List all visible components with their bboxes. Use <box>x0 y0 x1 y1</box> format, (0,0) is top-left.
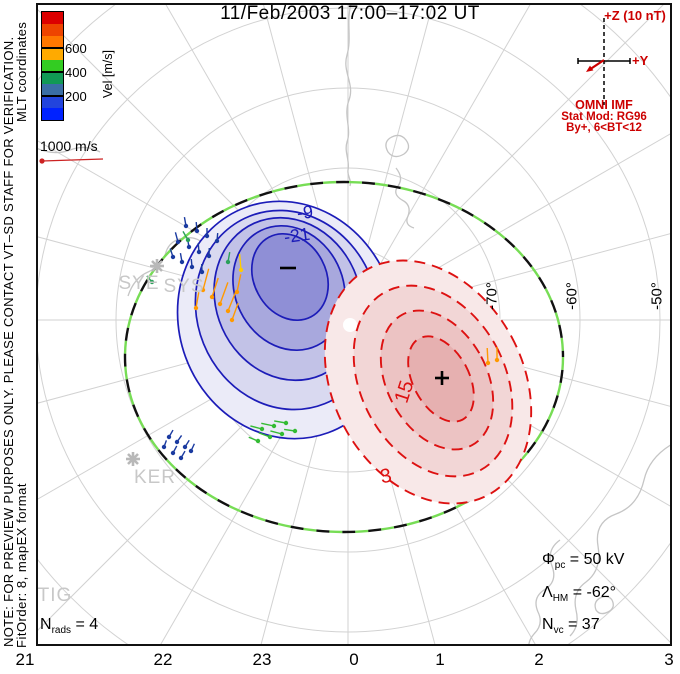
station-label-tig: TIG <box>37 585 73 606</box>
velocity-vectors <box>146 217 500 461</box>
lat-label-70: -70° <box>483 282 501 310</box>
imf-z-axis-label: +Z (10 nT) <box>604 8 666 23</box>
colorbar-segment <box>42 72 63 84</box>
velocity-scale-label: 1000 m/s <box>40 138 98 154</box>
colorbar-divider <box>42 71 63 73</box>
colorbar-segment <box>42 84 63 96</box>
plot-frame <box>36 3 672 646</box>
mlt-label-3: 3 <box>664 650 674 669</box>
imf-conditions-label: By+, 6<BT<12 <box>566 122 642 134</box>
fit-order-note: FitOrder: 8, mapEX format <box>14 483 29 648</box>
potential-maximum-marker <box>435 371 449 385</box>
mlt-label-22: 22 <box>153 650 173 669</box>
mlt-coordinates-note: MLT coordinates <box>14 21 29 122</box>
lat-label-60: -60° <box>563 282 581 310</box>
stat-cross-polar-cap-potential: Φpc = 50 kV <box>542 551 625 572</box>
imf-dial <box>577 18 631 105</box>
imf-vector-arrow <box>586 59 605 72</box>
velocity-colorbar <box>41 11 64 121</box>
positive-potential-cell-contours <box>323 259 533 505</box>
station-label-ker: KER <box>133 467 177 488</box>
colorbar-divider <box>42 47 63 49</box>
lat-label-50: -50° <box>648 282 666 310</box>
magnetic-pole-marker <box>343 318 357 332</box>
negative-potential-cell-contours <box>176 200 398 440</box>
colorbar-segment <box>42 48 63 60</box>
page-title: 11/Feb/2003 17:00–17:02 UT <box>220 3 480 24</box>
mlt-label-23: 23 <box>252 650 272 669</box>
colorbar-tick-600: 600 <box>65 41 87 56</box>
colorbar-divider <box>42 95 63 97</box>
heppner-maynard-boundary <box>123 180 565 534</box>
contour-label-neg-9: -9 <box>295 201 314 224</box>
colorbar-segment <box>42 60 63 72</box>
stat-n-radars: Nrads = 4 <box>40 616 99 637</box>
colorbar-segment <box>42 108 63 120</box>
contour-label-neg-21: -21 <box>282 223 312 248</box>
station-label-sys: SYS <box>163 276 205 297</box>
mlt-label-0: 0 <box>349 650 359 669</box>
radar-station-markers <box>126 259 164 466</box>
colorbar-segment <box>42 12 63 24</box>
velocity-scale-arrow <box>39 158 104 164</box>
station-marker-ker <box>126 452 140 466</box>
imf-model-label: Stat Mod: RG96 <box>561 111 647 123</box>
imf-y-axis-label: +Y <box>632 53 649 68</box>
mlt-label-21: 21 <box>15 650 35 669</box>
mlt-label-2: 2 <box>534 650 544 669</box>
colorbar-tick-400: 400 <box>65 65 87 80</box>
stat-n-velocity-cells: Nvc = 37 <box>542 616 600 637</box>
colorbar-tick-200: 200 <box>65 89 87 104</box>
colorbar-segment <box>42 96 63 108</box>
colorbar-segment <box>42 36 63 48</box>
colorbar-segment <box>42 24 63 36</box>
imf-source-label: OMNI IMF <box>575 98 633 112</box>
colorbar-axis-label: Vel [m/s] <box>101 50 115 98</box>
stat-hm-boundary-latitude: ΛHM = -62° <box>542 584 617 605</box>
station-marker-sye <box>150 259 164 273</box>
mlt-label-1: 1 <box>435 650 445 669</box>
station-label-sye: SYE <box>118 273 160 294</box>
